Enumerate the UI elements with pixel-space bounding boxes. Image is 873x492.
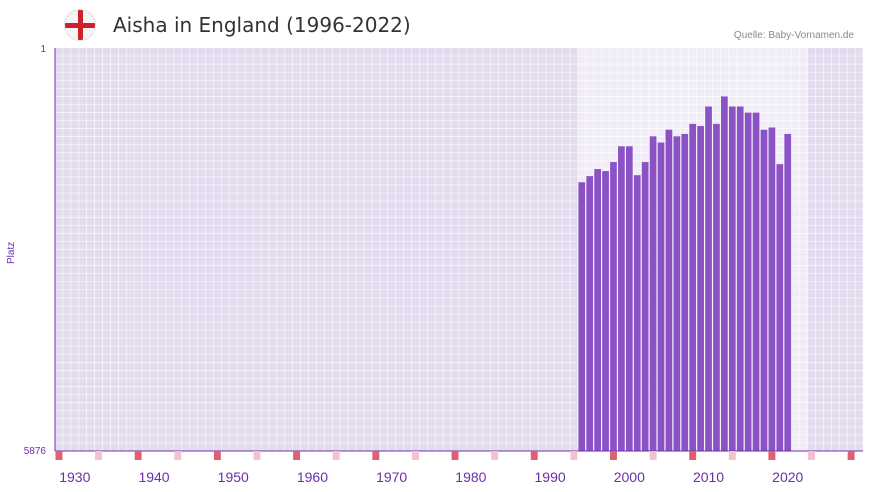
bar-2019 [776, 164, 784, 452]
x-tick-label: 1980 [455, 469, 486, 485]
x-tick-label: 1950 [218, 469, 249, 485]
decade-marker [768, 451, 776, 460]
x-tick-label: 1940 [138, 469, 169, 485]
y-tick-label-bottom: 5876 [24, 446, 47, 457]
bar-2012 [721, 96, 728, 452]
bar-1995 [586, 176, 594, 452]
x-tick-label: 1960 [297, 469, 328, 485]
half-decade-marker [95, 451, 103, 460]
bar-1998 [610, 162, 617, 452]
bar-2016 [752, 112, 760, 452]
decade-marker [55, 451, 63, 460]
bar-2001 [633, 175, 641, 451]
bar-2017 [760, 129, 768, 452]
bar-2020 [784, 133, 792, 451]
x-tick-label: 2020 [772, 469, 803, 485]
bar-1999 [618, 146, 625, 451]
bar-2000 [625, 146, 633, 451]
bar-2014 [736, 106, 744, 451]
bar-2003 [649, 136, 657, 451]
half-decade-marker [411, 451, 419, 460]
bar-2007 [681, 133, 689, 451]
decade-marker [530, 451, 538, 460]
half-decade-marker [808, 451, 815, 460]
bar-2005 [665, 129, 673, 452]
decade-marker [372, 451, 380, 460]
decade-marker [847, 451, 855, 460]
decade-marker [689, 451, 697, 460]
x-tick-label: 2010 [693, 469, 724, 485]
chart-header: Aisha in England (1996-2022) Quelle: Bab… [0, 0, 873, 48]
bar-2010 [705, 106, 712, 451]
half-decade-marker [491, 451, 499, 460]
half-decade-marker [728, 451, 736, 460]
bar-2018 [768, 127, 776, 451]
bar-1996 [594, 169, 601, 452]
bar-2015 [744, 112, 752, 452]
bar-1997 [602, 171, 609, 451]
decade-marker [451, 451, 459, 460]
decade-marker [610, 451, 617, 460]
decade-marker [213, 451, 221, 460]
bar-2011 [713, 123, 720, 452]
y-tick-label-top: 1 [40, 44, 46, 55]
england-flag-icon [64, 9, 96, 41]
bar-2002 [641, 162, 649, 452]
half-decade-marker [253, 451, 261, 460]
bar-2008 [689, 123, 697, 452]
x-tick-label: 1930 [59, 469, 90, 485]
half-decade-marker [570, 451, 578, 460]
bar-2004 [657, 142, 665, 451]
chart-title: Aisha in England (1996-2022) [113, 13, 411, 37]
decade-marker [293, 451, 301, 460]
bar-2006 [673, 136, 681, 451]
x-tick-label: 1990 [535, 469, 566, 485]
x-tick-label: 2000 [614, 469, 645, 485]
half-decade-marker [649, 451, 657, 460]
decade-marker [134, 451, 142, 460]
source-credit: Quelle: Baby-Vornamen.de [733, 30, 854, 41]
half-decade-marker [332, 451, 340, 460]
bar-1994 [578, 182, 586, 451]
x-tick-label: 1970 [376, 469, 407, 485]
half-decade-marker [174, 451, 182, 460]
bar-2009 [697, 125, 704, 452]
bar-2013 [728, 106, 736, 451]
